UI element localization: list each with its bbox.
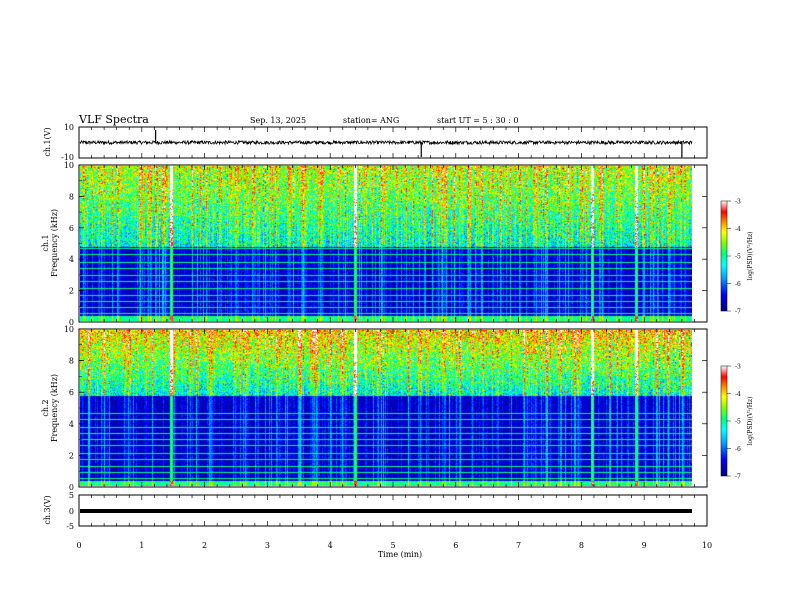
- x-tick-label: 2: [202, 541, 207, 550]
- y-tick-label: 2: [69, 451, 74, 460]
- ch1-ytick-bottom: -10: [61, 153, 74, 162]
- header-station: station= ANG: [343, 116, 399, 125]
- ch2-spectrogram-image: [80, 330, 692, 486]
- x-tick-label: 6: [453, 541, 458, 550]
- ch2-spectrogram-panel: 0 2 4 6 8 10 ch.2 Frequency (kHz): [41, 325, 708, 492]
- ch3-waveform-trace: [80, 509, 692, 513]
- colorbar-tick-label: -6: [735, 446, 741, 453]
- ch2-colorbar: -3 -4 -5 -6 -7 log(PSD)(V²/Hz): [720, 364, 754, 481]
- colorbar-tick-label: -3: [735, 364, 741, 371]
- x-tick-label: 8: [579, 541, 584, 550]
- y-tick-label: 10: [64, 325, 74, 334]
- y-tick-label: 6: [69, 224, 74, 233]
- x-tick-label: 0: [76, 541, 81, 550]
- x-tick-label: 1: [139, 541, 144, 550]
- ch1-spec-ylabel: Frequency (kHz): [50, 209, 59, 277]
- ch3-ytick-mid: 0: [69, 507, 74, 516]
- ch3-ytick-top: 5: [69, 491, 74, 500]
- colorbar-tick-label: -3: [735, 199, 741, 206]
- figure-title: VLF Spectra: [78, 113, 149, 126]
- ch3-ytick-bottom: -5: [66, 522, 74, 531]
- header-date: Sep. 13, 2025: [250, 116, 306, 125]
- ch1-spectrogram-panel: 0 2 4 6 8 10 ch.1 Frequency (kHz): [41, 161, 708, 327]
- header-start-ut: start UT = 5 : 30 : 0: [437, 116, 518, 125]
- y-tick-label: 0: [69, 483, 74, 492]
- ch1-spectrogram-image: [80, 166, 692, 321]
- ch1-colorbar-label: log(PSD)(V²/Hz): [747, 232, 754, 281]
- y-tick-label: 4: [69, 420, 74, 429]
- colorbar-tick-label: -5: [735, 419, 741, 426]
- y-tick-label: 8: [69, 357, 74, 366]
- colorbar-tick-label: -7: [735, 474, 741, 481]
- x-axis-tick-labels: 0 1 2 3 4 5 6 7 8 9 10: [76, 541, 712, 550]
- y-tick-label: 0: [69, 318, 74, 327]
- ch3-wave-ylabel: ch.3(V): [43, 495, 52, 524]
- ch3-waveform-panel: 5 0 -5 ch.3(V): [43, 491, 708, 531]
- ch2-spec-channel-label: ch.2: [41, 399, 50, 416]
- colorbar-tick-label: -7: [735, 309, 741, 316]
- ch1-spec-channel-label: ch.1: [41, 234, 50, 251]
- x-tick-label: 7: [516, 541, 521, 550]
- y-tick-label: 10: [64, 161, 74, 170]
- colorbar-tick-label: -4: [735, 226, 741, 233]
- x-axis-label: Time (min): [378, 550, 422, 559]
- x-tick-label: 9: [642, 541, 647, 550]
- ch2-spec-ylabel: Frequency (kHz): [50, 374, 59, 442]
- colorbar-tick-label: -4: [735, 391, 741, 398]
- ch1-colorbar: -3 -4 -5 -6 -7 log(PSD)(V²/Hz): [720, 199, 754, 316]
- y-tick-label: 8: [69, 192, 74, 201]
- y-tick-label: 4: [69, 255, 74, 264]
- x-tick-label: 5: [390, 541, 395, 550]
- ch1-ytick-top: 10: [64, 123, 74, 132]
- colorbar-tick-label: -5: [735, 254, 741, 261]
- colorbar-tick-label: -6: [735, 281, 741, 288]
- ch1-waveform-panel: 10 -10 ch.1(V): [43, 123, 708, 162]
- x-tick-label: 10: [702, 541, 712, 550]
- y-tick-label: 6: [69, 388, 74, 397]
- x-tick-label: 4: [328, 541, 333, 550]
- ch1-wave-ylabel: ch.1(V): [43, 127, 52, 156]
- x-tick-label: 3: [265, 541, 270, 550]
- y-tick-label: 2: [69, 287, 74, 296]
- ch2-colorbar-label: log(PSD)(V²/Hz): [747, 397, 754, 446]
- ch1-waveform-trace: [79, 139, 693, 146]
